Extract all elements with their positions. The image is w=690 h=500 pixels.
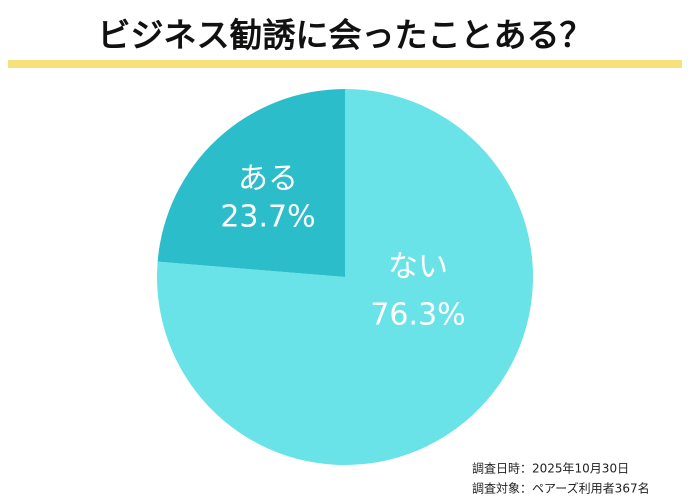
slice-category: ない — [388, 250, 448, 285]
slice-value-label: 23.7% — [220, 200, 315, 235]
slice-category: ある — [238, 162, 298, 197]
title-underline — [8, 60, 682, 68]
survey-note: 調査対象：ペアーズ利用者367名 — [472, 481, 650, 496]
pie-slice — [157, 89, 345, 277]
survey-note: 調査日時：2025年10月30日 — [472, 462, 629, 476]
slice-value-label: 76.3% — [370, 298, 465, 333]
chart-title: ビジネス勧誘に会ったことある？ — [98, 16, 593, 55]
pie-slice — [157, 89, 534, 465]
